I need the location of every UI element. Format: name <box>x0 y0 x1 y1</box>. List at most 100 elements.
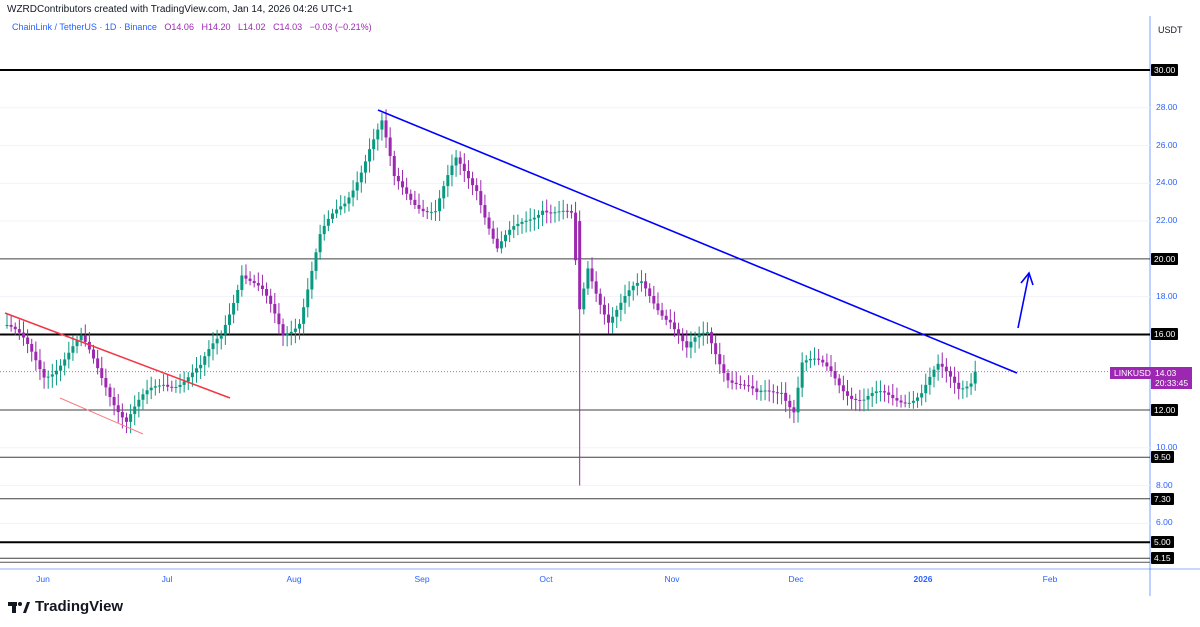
candle-body <box>277 313 281 325</box>
candle-body <box>895 398 899 401</box>
tradingview-logo-icon <box>8 602 30 613</box>
candle-body <box>240 275 244 290</box>
descending-trendline <box>377 109 1018 374</box>
candle-body <box>137 399 141 407</box>
price-tick: 10.00 <box>1156 441 1178 452</box>
candle-body <box>330 213 334 219</box>
candle-body <box>236 289 240 303</box>
candle-body <box>685 341 689 348</box>
candle-body <box>5 325 9 326</box>
candle-body <box>67 352 71 360</box>
candle-body <box>190 372 194 378</box>
channel-line <box>59 397 144 435</box>
price-tick: 6.00 <box>1156 517 1173 528</box>
candle-body <box>265 289 269 296</box>
candle-body <box>652 296 656 304</box>
candle-body <box>79 335 83 341</box>
candle-body <box>664 315 668 320</box>
candle-body <box>644 281 648 289</box>
candle-body <box>903 402 907 404</box>
candle-body <box>561 210 565 212</box>
candle-body <box>870 393 874 396</box>
tradingview-logo[interactable]: TradingView <box>8 598 123 615</box>
candle-body <box>174 386 178 388</box>
candle-body <box>211 343 215 350</box>
candle-body <box>730 380 734 383</box>
candle-body <box>504 234 508 242</box>
candle-body <box>392 155 396 177</box>
logo-text: TradingView <box>35 598 124 615</box>
candle-body <box>961 388 965 390</box>
candle-body <box>940 363 944 367</box>
candle-body <box>145 390 149 395</box>
candle-body <box>916 397 920 401</box>
price-tick: 28.00 <box>1156 101 1178 112</box>
candle-body <box>343 203 347 207</box>
level-price-label: 20.00 <box>1151 252 1179 265</box>
candle-body <box>635 282 639 286</box>
candle-body <box>767 390 771 392</box>
candle-body <box>495 238 499 249</box>
candle-body <box>948 371 952 377</box>
candle-body <box>170 386 174 388</box>
candle-body <box>232 302 236 315</box>
candle-body <box>50 374 54 377</box>
time-tick: Nov <box>664 574 680 584</box>
candle-body <box>784 392 788 401</box>
candle-body <box>104 377 108 388</box>
candle-body <box>248 278 252 281</box>
candle-body <box>928 376 932 385</box>
candle-body <box>487 217 491 229</box>
candle-body <box>957 382 961 389</box>
candle-body <box>817 358 821 360</box>
candle-body <box>120 412 124 418</box>
time-tick: Feb <box>1042 574 1058 584</box>
candle-body <box>788 400 792 408</box>
candle-body <box>124 417 128 422</box>
candle-body <box>899 400 903 403</box>
symbol-label[interactable]: ChainLink / TetherUS · 1D · Binance <box>12 22 157 32</box>
candle-body <box>718 354 722 365</box>
candle-body <box>13 326 17 330</box>
candle-body <box>631 285 635 291</box>
candle-body <box>726 373 730 381</box>
candle-body <box>619 302 623 310</box>
price-tick: 18.00 <box>1156 290 1178 301</box>
candle-body <box>38 360 42 370</box>
candle-body <box>821 359 825 363</box>
candle-body <box>520 221 524 224</box>
level-price-label: 9.50 <box>1151 451 1174 464</box>
change-value: −0.03 (−0.21%) <box>309 22 372 32</box>
candle-body <box>466 170 470 179</box>
candle-body <box>219 334 223 339</box>
candle-body <box>681 335 685 342</box>
candle-body <box>738 384 742 386</box>
candle-body <box>223 324 227 335</box>
low-value: L14.02 <box>238 22 266 32</box>
candle-body <box>639 281 643 283</box>
candle-body <box>153 386 157 388</box>
candle-body <box>446 175 450 187</box>
candle-body <box>965 386 969 389</box>
candle-body <box>322 225 326 235</box>
candle-body <box>866 395 870 400</box>
candle-body <box>623 296 627 303</box>
candle-body <box>780 392 784 394</box>
candle-body <box>347 197 351 204</box>
price-chart[interactable] <box>0 16 1200 596</box>
candle-body <box>326 218 330 226</box>
price-tick: 24.00 <box>1156 177 1178 188</box>
candle-body <box>532 217 536 220</box>
candle-body <box>54 370 58 375</box>
candle-body <box>376 129 380 140</box>
candle-body <box>569 211 573 213</box>
candle-body <box>302 307 306 324</box>
candle-body <box>318 234 322 253</box>
candle-body <box>417 204 421 209</box>
last-price: 14.03 <box>1155 368 1177 378</box>
candle-body <box>850 395 854 399</box>
candle-body <box>281 324 285 336</box>
candle-body <box>825 362 829 367</box>
candle-body <box>21 332 25 338</box>
candle-body <box>203 356 207 365</box>
